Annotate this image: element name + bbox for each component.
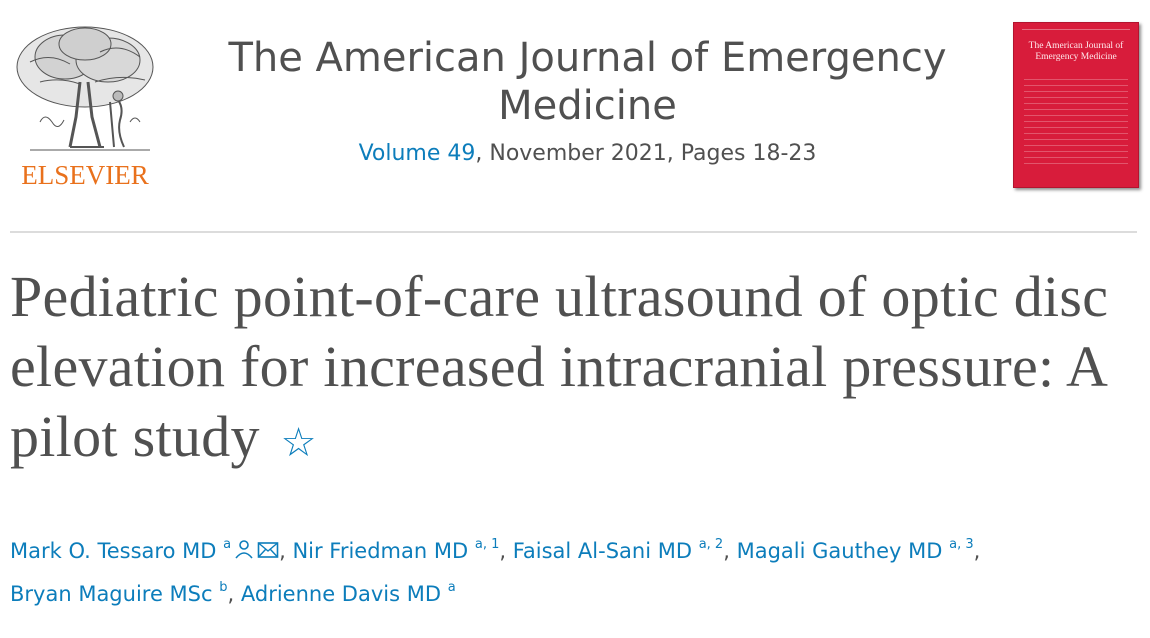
author-name: Bryan Maguire MSc	[10, 582, 213, 606]
journal-header: The American Journal of Emergency Medici…	[190, 34, 985, 168]
author-link[interactable]: Magali Gauthey MD a, 3	[736, 537, 974, 563]
author-link[interactable]: Bryan Maguire MSc b	[10, 580, 228, 606]
author-name: Mark O. Tessaro MD	[10, 539, 217, 563]
author-name: Magali Gauthey MD	[736, 539, 943, 563]
publisher-name: ELSEVIER	[21, 160, 149, 190]
author-affiliation: a, 3	[949, 537, 974, 552]
author-name: Nir Friedman MD	[292, 539, 469, 563]
author-link[interactable]: Faisal Al-Sani MD a, 2	[512, 537, 724, 563]
header-divider	[10, 231, 1137, 233]
author-separator: ,	[723, 539, 730, 563]
elsevier-logo[interactable]: ELSEVIER	[10, 22, 160, 190]
author-affiliation: a	[223, 537, 232, 552]
volume-link[interactable]: Volume 49	[358, 141, 476, 166]
author-link[interactable]: Mark O. Tessaro MD a	[10, 537, 232, 563]
envelope-icon[interactable]	[257, 533, 279, 571]
article-title-text: Pediatric point-of-care ultrasound of op…	[10, 264, 1109, 469]
author-affiliation: a	[447, 580, 456, 595]
cover-text-lines	[1024, 79, 1128, 173]
author-name: Faisal Al-Sani MD	[512, 539, 693, 563]
author-separator: ,	[973, 539, 981, 563]
journal-title[interactable]: The American Journal of Emergency Medici…	[228, 35, 947, 129]
author-list: Mark O. Tessaro MD a, Nir Friedman MD a,…	[10, 528, 1140, 613]
author-separator: ,	[499, 539, 507, 563]
star-icon[interactable]: ☆	[280, 419, 317, 466]
tree-engraving-icon	[16, 26, 154, 151]
journal-cover-image[interactable]: The American Journal of Emergency Medici…	[1013, 22, 1139, 188]
cover-title: The American Journal of Emergency Medici…	[1028, 41, 1124, 62]
author-link[interactable]: Adrienne Davis MD a	[240, 580, 456, 606]
author-affiliation: a, 1	[474, 537, 500, 552]
cover-header-line	[1022, 29, 1130, 32]
author-name: Adrienne Davis MD	[240, 582, 442, 606]
author-link[interactable]: Nir Friedman MD a, 1	[292, 537, 500, 563]
article-title: Pediatric point-of-care ultrasound of op…	[10, 262, 1140, 478]
issue-details: , November 2021, Pages 18-23	[475, 141, 817, 166]
author-affiliation: a, 2	[698, 537, 724, 552]
journal-issue-info: Volume 49, November 2021, Pages 18-23	[190, 140, 985, 168]
author-separator: ,	[227, 582, 235, 606]
author-separator: ,	[279, 539, 286, 563]
person-icon[interactable]	[234, 533, 254, 571]
author-affiliation: b	[219, 580, 228, 595]
